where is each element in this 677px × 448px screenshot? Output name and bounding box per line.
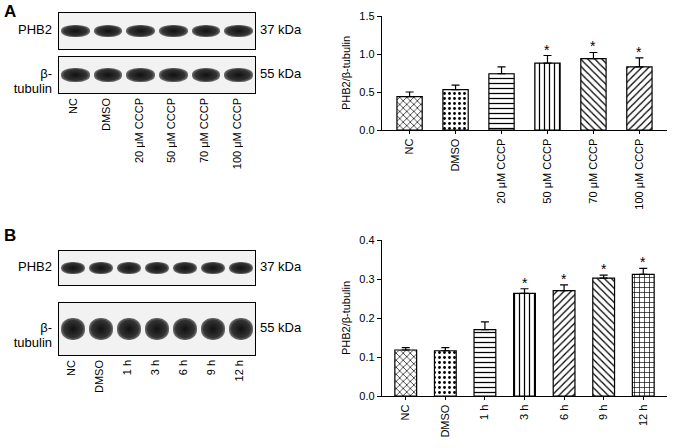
html-text:3 h: 3 h xyxy=(149,360,161,376)
svg-text:*: * xyxy=(544,42,550,58)
svg-text:*: * xyxy=(590,38,596,54)
svg-text:9 h: 9 h xyxy=(597,405,609,420)
html-text:β-tubulin: β-tubulin xyxy=(13,66,52,96)
html-text:DMSO: DMSO xyxy=(93,360,105,393)
svg-text:6 h: 6 h xyxy=(558,405,570,420)
svg-text:NC: NC xyxy=(403,139,415,155)
svg-text:*: * xyxy=(601,261,607,277)
svg-text:1.5: 1.5 xyxy=(359,10,374,22)
html-text:70 μM CCCP: 70 μM CCCP xyxy=(198,98,210,163)
svg-text:1 h: 1 h xyxy=(478,405,490,420)
html-text:12 h: 12 h xyxy=(233,360,245,382)
svg-text:100 μM CCCP: 100 μM CCCP xyxy=(633,139,645,210)
svg-text:*: * xyxy=(636,44,642,60)
svg-text:1.0: 1.0 xyxy=(359,48,374,60)
html-text:37 kDa: 37 kDa xyxy=(260,259,302,274)
html-text:PHB2: PHB2 xyxy=(18,259,52,274)
svg-text:*: * xyxy=(522,275,528,291)
html-text:β-tubulin: β-tubulin xyxy=(13,320,52,350)
html-text:B: B xyxy=(4,226,17,245)
svg-text:PHB2/β-tubulin: PHB2/β-tubulin xyxy=(340,36,352,110)
html-text:50 μM CCCP: 50 μM CCCP xyxy=(165,98,178,163)
svg-text:0.2: 0.2 xyxy=(359,312,374,324)
svg-text:0.4: 0.4 xyxy=(359,234,374,246)
svg-text:0.0: 0.0 xyxy=(359,124,374,136)
svg-text:*: * xyxy=(561,271,567,287)
html-text:NC: NC xyxy=(65,360,77,376)
html-text:PHB2: PHB2 xyxy=(18,22,52,37)
html-text:9 h: 9 h xyxy=(205,360,217,376)
svg-text:0.3: 0.3 xyxy=(359,273,374,285)
svg-text:0.0: 0.0 xyxy=(359,390,374,402)
html-text:A: A xyxy=(4,2,17,21)
svg-text:12 h: 12 h xyxy=(637,405,649,426)
svg-text:DMSO: DMSO xyxy=(449,138,461,171)
svg-text:*: * xyxy=(640,254,646,270)
html-text:55 kDa: 55 kDa xyxy=(260,66,302,81)
html-text:20 μM CCCP: 20 μM CCCP xyxy=(132,98,145,163)
svg-text:NC: NC xyxy=(399,405,411,421)
svg-text:DMSO: DMSO xyxy=(439,404,451,437)
svg-text:0.5: 0.5 xyxy=(359,86,374,98)
html-text:100 μM CCCP: 100 μM CCCP xyxy=(230,98,243,170)
svg-text:3 h: 3 h xyxy=(518,405,530,420)
svg-text:PHB2/β-tubulin: PHB2/β-tubulin xyxy=(340,281,352,355)
html-text:6 h: 6 h xyxy=(177,360,189,376)
svg-text:20 μM CCCP: 20 μM CCCP xyxy=(495,139,507,204)
svg-text:0.1: 0.1 xyxy=(359,351,374,363)
html-text:NC: NC xyxy=(67,98,80,114)
svg-text:50 μM CCCP: 50 μM CCCP xyxy=(541,139,553,204)
html-text:37 kDa: 37 kDa xyxy=(260,22,302,37)
html-text:1 h: 1 h xyxy=(121,360,133,376)
html-text:DMSO: DMSO xyxy=(100,98,112,131)
html-text:55 kDa: 55 kDa xyxy=(260,320,302,335)
svg-text:70 μM CCCP: 70 μM CCCP xyxy=(587,139,599,204)
